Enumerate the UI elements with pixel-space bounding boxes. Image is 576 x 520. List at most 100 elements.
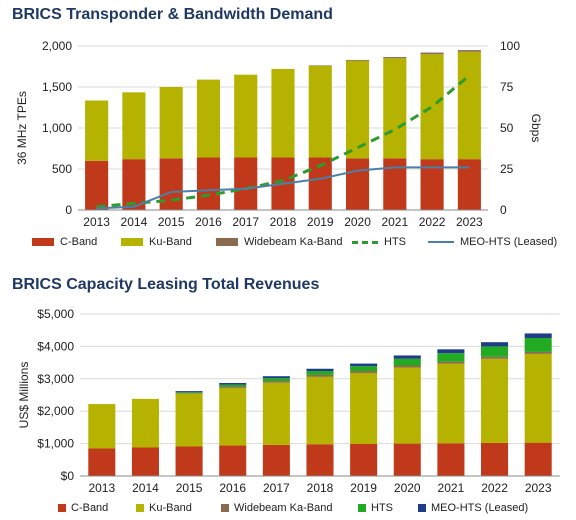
chart2-bar-meo-hts-leased- [350, 363, 378, 367]
legend2-ku-band: Ku-Band [136, 502, 192, 514]
chart2-bar-widebeam-ka-band [393, 365, 421, 368]
legend1-c-band-label: C-Band [60, 236, 98, 248]
chart1-xtick-label: 2018 [270, 215, 297, 229]
chart1-bar-ku-band [271, 68, 295, 158]
chart2-ytick-label: $0 [61, 469, 75, 483]
legend1-meo-hts-swatch [428, 241, 454, 243]
legend2-hts-swatch [358, 504, 366, 512]
chart1-xtick-label: 2019 [307, 215, 334, 229]
chart2-bar-hts [306, 371, 334, 375]
chart1-xtick-label: 2023 [456, 215, 483, 229]
chart2-bar-c-band [306, 444, 334, 476]
chart1-line-hts [96, 74, 471, 209]
chart2-xtick-label: 2018 [307, 481, 334, 495]
chart1-ytick-label: 500 [52, 162, 72, 176]
legend2-hts-label: HTS [371, 502, 393, 514]
legend1-widebeam-label: Widebeam Ka-Band [244, 236, 343, 248]
chart2-bar-ku-band [306, 376, 334, 445]
legend1-widebeam-swatch [216, 238, 238, 246]
chart2-bar-c-band [350, 443, 378, 476]
chart2-bar-hts [175, 392, 203, 394]
chart1-xtick-label: 2017 [232, 215, 259, 229]
chart2-bar-c-band [131, 447, 159, 476]
chart2-bar-meo-hts-leased- [524, 333, 552, 338]
chart1-bar-c-band [457, 159, 481, 210]
legend2-meo-hts-label: MEO-HTS (Leased) [431, 502, 529, 514]
legend2-ku-band-label: Ku-Band [149, 502, 192, 514]
chart1-ytick-label: 1,000 [42, 121, 72, 135]
chart1-xtick-label: 2021 [381, 215, 408, 229]
chart2-bar-ku-band [88, 404, 116, 449]
chart1-bar-ku-band [122, 92, 146, 160]
chart2-bar-ku-band [262, 382, 290, 445]
chart2-ylabel: US$ Millions [17, 362, 31, 429]
chart1-bar-ku-band [85, 100, 109, 161]
chart2-ytick-label: $3,000 [37, 372, 74, 386]
chart1-bar-c-band [159, 158, 183, 210]
legend1-c-band-swatch [32, 238, 54, 246]
chart2-bar-c-band [219, 445, 247, 476]
chart1-xtick-label: 2014 [121, 215, 148, 229]
legend2-hts: HTS [358, 502, 393, 514]
chart2-bar-widebeam-ka-band [524, 351, 552, 354]
chart2-bar-hts [524, 337, 552, 352]
chart2-xtick-label: 2019 [350, 481, 377, 495]
chart1-bar-ku-band [159, 87, 183, 159]
chart2-xtick-label: 2015 [176, 481, 203, 495]
chart2-bar-widebeam-ka-band [262, 381, 290, 383]
chart1-bar-c-band [196, 157, 221, 210]
chart1-bar-widebeam-ka-band [420, 52, 444, 55]
chart1-bar-ku-band [457, 51, 481, 160]
chart2-bar-meo-hts-leased- [219, 383, 247, 385]
chart2-xtick-label: 2014 [132, 481, 159, 495]
chart2-ytick-label: $5,000 [37, 307, 74, 321]
legend1-widebeam: Widebeam Ka-Band [216, 236, 342, 248]
chart2-bar-c-band [393, 443, 421, 476]
chart2-bar-widebeam-ka-band [350, 371, 378, 373]
legend1-ku-band: Ku-Band [121, 236, 192, 248]
chart1-bar-widebeam-ka-band [345, 59, 370, 61]
chart2-xtick-label: 2016 [219, 481, 246, 495]
chart2-xtick-label: 2023 [525, 481, 552, 495]
legend2-c-band-label: C-Band [71, 502, 109, 514]
chart2-bar-c-band [88, 448, 116, 476]
chart2-bar-c-band [175, 446, 203, 476]
legend2-c-band-swatch [58, 504, 66, 512]
chart2-bar-ku-band [219, 387, 247, 446]
chart1-bar-widebeam-ka-band [383, 57, 407, 59]
chart2-bar-hts [262, 378, 290, 382]
chart1-xtick-label: 2013 [83, 215, 110, 229]
chart2-bar-widebeam-ka-band [175, 393, 203, 394]
legend1-meo-hts: MEO-HTS (Leased) [428, 236, 557, 248]
chart1-xtick-label: 2015 [158, 215, 185, 229]
chart2-bar-ku-band [131, 398, 159, 448]
chart2-legend: C-Band Ku-Band Widebeam Ka-Band HTS MEO-… [0, 502, 576, 518]
chart2-bar-meo-hts-leased- [262, 376, 290, 379]
chart2-bar-ku-band [393, 367, 421, 444]
chart2-bar-ku-band [481, 358, 509, 443]
chart1-bar-c-band [383, 158, 407, 210]
chart1-y2tick-label: 75 [500, 80, 514, 94]
legend2-widebeam-swatch [221, 504, 229, 512]
chart1-bar-widebeam-ka-band [457, 50, 481, 52]
chart2-bar-c-band [262, 444, 290, 476]
chart2-bar-meo-hts-leased- [175, 391, 203, 393]
chart1-bar-c-band [234, 157, 258, 210]
chart2-bar-meo-hts-leased- [393, 355, 421, 359]
chart1-bar-c-band [85, 160, 109, 210]
legend1-hts-label: HTS [384, 236, 406, 248]
chart2-bar-ku-band [175, 393, 203, 447]
chart2-ytick-label: $4,000 [37, 339, 74, 353]
chart2-xtick-label: 2022 [481, 481, 508, 495]
chart1-xtick-label: 2020 [344, 215, 371, 229]
chart2-bar-hts [437, 353, 465, 362]
chart2-bar-c-band [437, 443, 465, 476]
chart2-bar-ku-band [437, 363, 465, 444]
chart1-bar-c-band [420, 159, 444, 210]
chart2-bar-widebeam-ka-band [437, 361, 465, 364]
chart2-bar-meo-hts-leased- [437, 349, 465, 354]
chart1-ytick-label: 0 [65, 203, 72, 217]
chart1-xtick-label: 2022 [419, 215, 446, 229]
chart1-bar-ku-band [420, 54, 444, 160]
legend1-meo-hts-label: MEO-HTS (Leased) [460, 236, 558, 248]
